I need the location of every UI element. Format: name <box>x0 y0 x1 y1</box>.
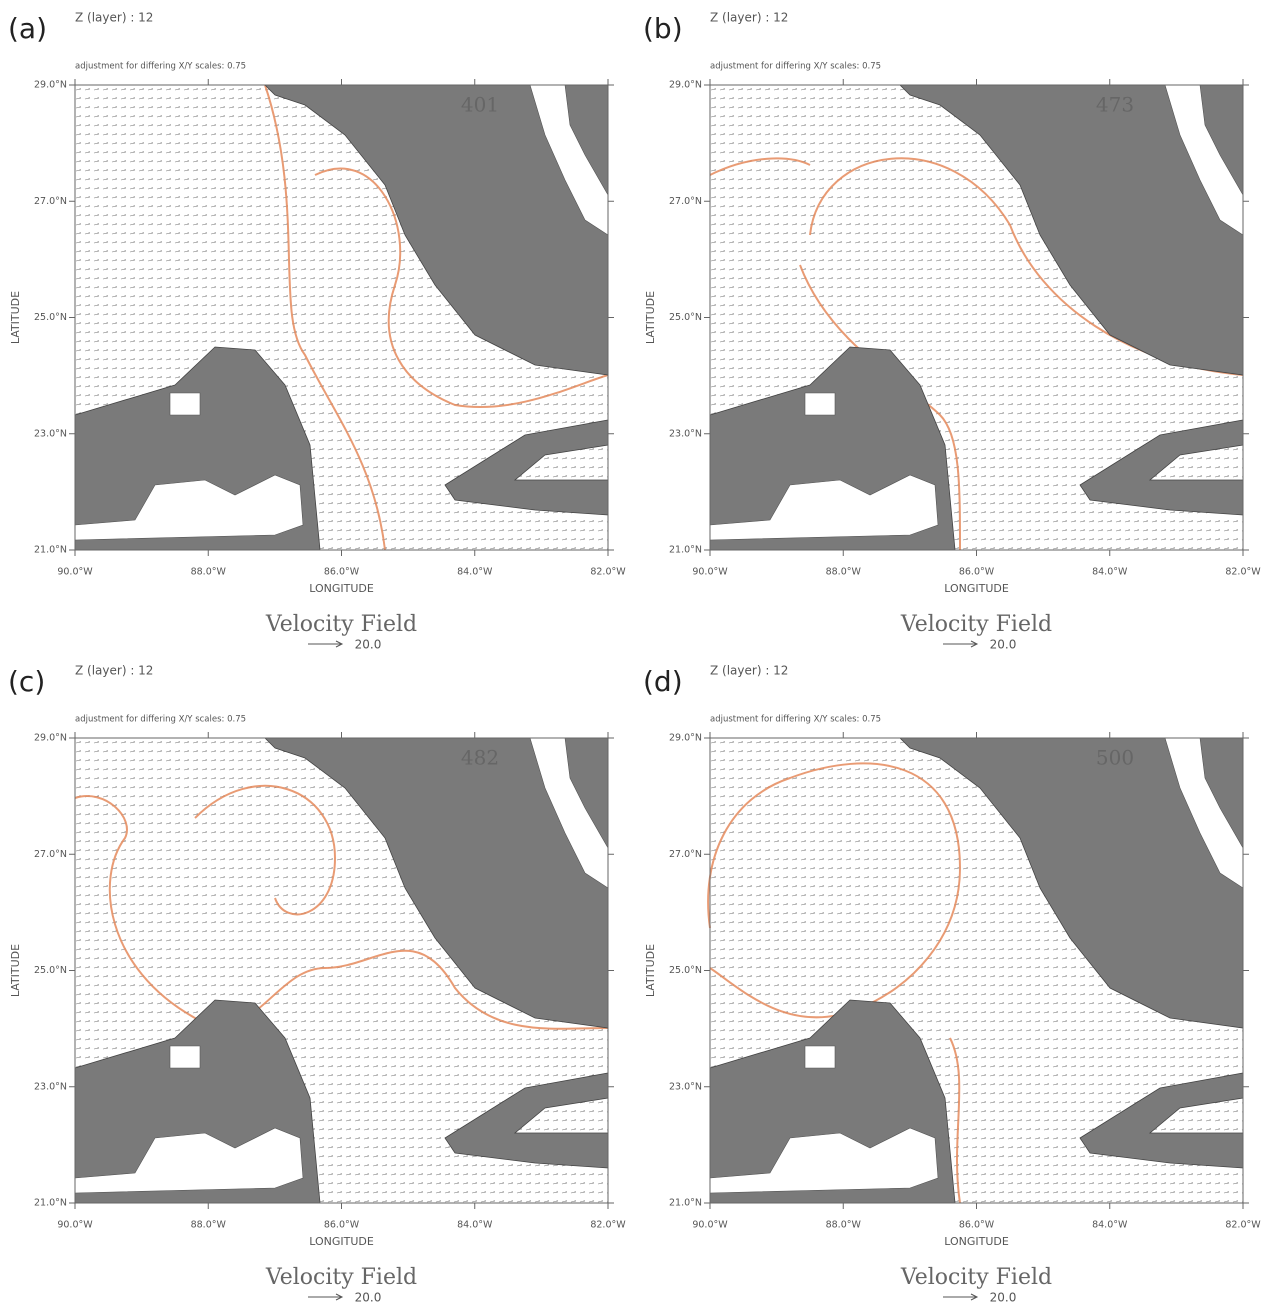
reference-label: 20.0 <box>990 638 1017 652</box>
y-tick-label: 25.0°N <box>669 312 702 323</box>
y-axis-label: LATITUDE <box>9 291 22 344</box>
header: Z (layer) : 12 <box>710 11 788 25</box>
panel-label: (c) <box>8 665 45 698</box>
x-tick-label: 90.0°W <box>57 1220 93 1231</box>
x-tick-label: 86.0°W <box>959 1220 995 1231</box>
land-white <box>170 393 200 415</box>
header: Z (layer) : 12 <box>75 664 153 678</box>
note: adjustment for differing X/Y scales: 0.7… <box>710 715 881 725</box>
land-white <box>170 1046 200 1068</box>
x-tick-label: 82.0°W <box>1225 567 1261 578</box>
figure: (a) Z (layer) : 12 adjustment for differin… <box>0 0 1271 1304</box>
x-axis-label: LONGITUDE <box>944 1235 1009 1248</box>
x-axis-label: LONGITUDE <box>309 582 374 595</box>
panel: (b) Z (layer) : 12 adjustment for differin… <box>643 11 1261 652</box>
note: adjustment for differing X/Y scales: 0.7… <box>710 62 881 72</box>
x-tick-label: 84.0°W <box>457 1220 493 1231</box>
x-tick-label: 84.0°W <box>1092 1220 1128 1231</box>
x-tick-label: 82.0°W <box>590 1220 626 1231</box>
y-tick-label: 27.0°N <box>34 849 67 860</box>
frame-number: 482 <box>461 746 499 770</box>
panel: (d) Z (layer) : 12 adjustment for differin… <box>643 664 1261 1304</box>
panel: (a) Z (layer) : 12 adjustment for differin… <box>8 11 626 652</box>
legend-title: Velocity Field <box>265 1265 417 1290</box>
y-tick-label: 23.0°N <box>669 428 702 439</box>
plot-area <box>75 738 608 1203</box>
panel: (c) Z (layer) : 12 adjustment for differin… <box>8 664 626 1304</box>
header: Z (layer) : 12 <box>710 664 788 678</box>
y-tick-label: 21.0°N <box>669 1198 702 1209</box>
x-tick-label: 90.0°W <box>692 567 728 578</box>
legend-title: Velocity Field <box>900 612 1052 637</box>
y-tick-label: 21.0°N <box>34 545 67 556</box>
land-white <box>805 393 835 415</box>
y-tick-label: 23.0°N <box>34 428 67 439</box>
y-tick-label: 29.0°N <box>669 80 702 91</box>
x-tick-label: 88.0°W <box>191 567 227 578</box>
panel-label: (a) <box>8 12 47 45</box>
plot-area <box>710 85 1243 550</box>
legend-title: Velocity Field <box>900 1265 1052 1290</box>
land-white <box>805 1046 835 1068</box>
frame-number: 401 <box>461 93 499 117</box>
x-tick-label: 82.0°W <box>590 567 626 578</box>
y-axis-label: LATITUDE <box>644 944 657 997</box>
y-tick-label: 27.0°N <box>34 196 67 207</box>
y-tick-label: 23.0°N <box>34 1081 67 1092</box>
x-tick-label: 88.0°W <box>826 567 862 578</box>
y-axis-label: LATITUDE <box>9 944 22 997</box>
y-tick-label: 27.0°N <box>669 196 702 207</box>
y-tick-label: 21.0°N <box>669 545 702 556</box>
x-tick-label: 88.0°W <box>191 1220 227 1231</box>
reference-label: 20.0 <box>990 1291 1017 1304</box>
plot-area <box>708 738 1243 1203</box>
legend-title: Velocity Field <box>265 612 417 637</box>
note: adjustment for differing X/Y scales: 0.7… <box>75 62 246 72</box>
plot-area <box>75 85 608 550</box>
y-axis-label: LATITUDE <box>644 291 657 344</box>
panel-label: (d) <box>643 665 683 698</box>
y-tick-label: 29.0°N <box>34 80 67 91</box>
x-axis-label: LONGITUDE <box>309 1235 374 1248</box>
x-tick-label: 86.0°W <box>959 567 995 578</box>
y-tick-label: 29.0°N <box>669 733 702 744</box>
x-tick-label: 90.0°W <box>692 1220 728 1231</box>
x-axis-label: LONGITUDE <box>944 582 1009 595</box>
frame-number: 473 <box>1096 93 1134 117</box>
x-tick-label: 82.0°W <box>1225 1220 1261 1231</box>
y-tick-label: 23.0°N <box>669 1081 702 1092</box>
header: Z (layer) : 12 <box>75 11 153 25</box>
x-tick-label: 86.0°W <box>324 567 360 578</box>
x-tick-label: 84.0°W <box>1092 567 1128 578</box>
y-tick-label: 27.0°N <box>669 849 702 860</box>
x-tick-label: 88.0°W <box>826 1220 862 1231</box>
x-tick-label: 90.0°W <box>57 567 93 578</box>
y-tick-label: 21.0°N <box>34 1198 67 1209</box>
y-tick-label: 29.0°N <box>34 733 67 744</box>
reference-label: 20.0 <box>355 1291 382 1304</box>
x-tick-label: 86.0°W <box>324 1220 360 1231</box>
panel-label: (b) <box>643 12 683 45</box>
y-tick-label: 25.0°N <box>34 965 67 976</box>
reference-label: 20.0 <box>355 638 382 652</box>
frame-number: 500 <box>1096 746 1134 770</box>
y-tick-label: 25.0°N <box>669 965 702 976</box>
y-tick-label: 25.0°N <box>34 312 67 323</box>
note: adjustment for differing X/Y scales: 0.7… <box>75 715 246 725</box>
x-tick-label: 84.0°W <box>457 567 493 578</box>
